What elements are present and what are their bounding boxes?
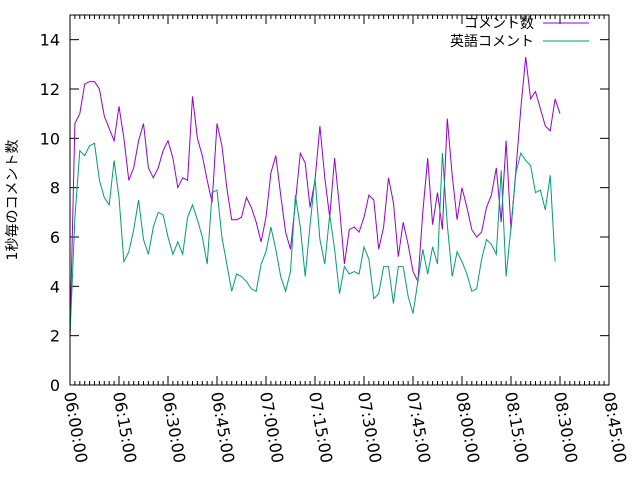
y-tick-label: 8: [50, 179, 60, 198]
axis-ticks: [69, 15, 610, 386]
y-axis-title: 1秒毎のコメント数: [5, 140, 21, 261]
y-tick-label: 0: [50, 376, 60, 395]
y-tick-label: 12: [40, 80, 60, 99]
series-line-2: [69, 142, 556, 336]
series-layer: [69, 56, 561, 336]
y-tick-label: 10: [40, 129, 60, 148]
y-tick-label: 14: [40, 31, 60, 50]
plot-frame: [69, 14, 610, 386]
y-tick-label: 4: [50, 277, 60, 296]
y-tick-label: 6: [50, 228, 60, 247]
legend-label-2: 英語コメント: [450, 33, 534, 50]
legend-label-1: コメント数: [464, 16, 534, 32]
y-tick-label: 2: [50, 327, 60, 346]
